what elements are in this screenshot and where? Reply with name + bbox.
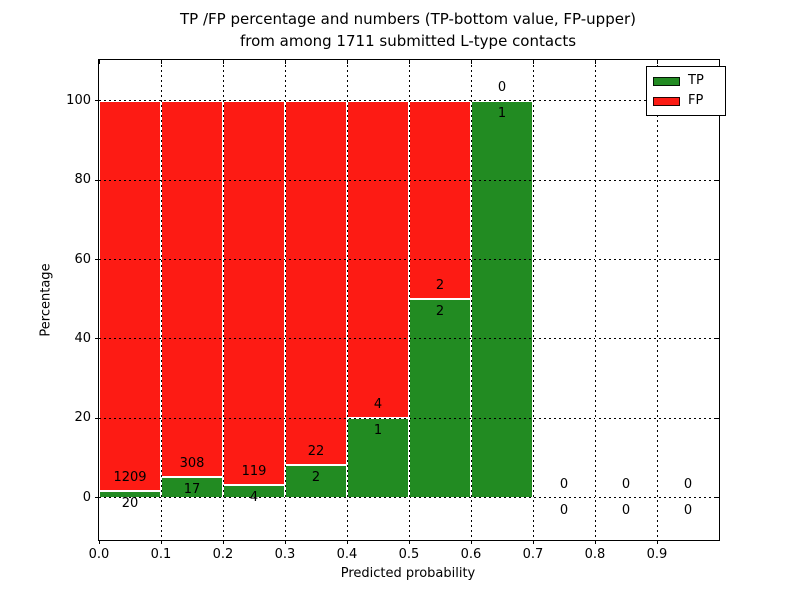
tp-bar (471, 100, 533, 498)
fp-count-label: 0 (683, 476, 693, 492)
x-tick-label: 0.5 (398, 547, 420, 562)
tp-count-label: 1 (497, 105, 507, 121)
fp-legend-label: FP (688, 93, 704, 108)
y-tick-mark (715, 417, 719, 419)
tp-count-label: 4 (249, 489, 259, 505)
x-tick-label: 0.4 (336, 547, 358, 562)
fp-bar (409, 100, 471, 300)
tp-count-label: 20 (121, 496, 139, 512)
fp-bar (161, 100, 223, 477)
x-tick-mark (656, 60, 658, 64)
y-tick-mark (95, 259, 99, 261)
y-axis-label: Percentage (38, 263, 54, 337)
x-tick-label: 0.9 (646, 547, 668, 562)
tp-count-label: 2 (311, 469, 321, 485)
v-gridline (346, 60, 348, 540)
x-tick-mark (470, 60, 472, 64)
x-tick-label: 0.7 (522, 547, 544, 562)
y-tick-mark (715, 259, 719, 261)
y-tick-mark (95, 100, 99, 102)
v-gridline (656, 60, 658, 540)
x-tick-label: 0.6 (460, 547, 482, 562)
y-tick-label: 0 (82, 489, 91, 505)
y-tick-label: 20 (74, 410, 91, 426)
x-tick-mark (594, 540, 596, 544)
tp-count-label: 0 (683, 502, 693, 518)
v-gridline (408, 60, 410, 540)
x-tick-mark (284, 60, 286, 64)
tp-legend-swatch (653, 76, 680, 86)
x-tick-mark (408, 60, 410, 64)
y-tick-mark (715, 497, 719, 499)
fp-count-label: 22 (307, 443, 325, 459)
fp-legend-swatch (653, 96, 680, 106)
x-tick-mark (346, 60, 348, 64)
chart-title: TP /FP percentage and numbers (TP-bottom… (98, 8, 718, 52)
x-tick-mark (160, 540, 162, 544)
y-tick-mark (715, 179, 719, 181)
x-tick-label: 0.1 (150, 547, 172, 562)
x-tick-mark (284, 540, 286, 544)
x-tick-mark (222, 60, 224, 64)
y-tick-label: 40 (74, 330, 91, 346)
fp-count-label: 2 (435, 278, 445, 294)
x-tick-mark (594, 60, 596, 64)
y-tick-label: 80 (74, 172, 91, 188)
chart-title-line2: from among 1711 submitted L-type contact… (239, 32, 577, 50)
fp-bar (223, 100, 285, 485)
tp-count-label: 17 (183, 481, 201, 497)
x-tick-mark (656, 540, 658, 544)
fp-count-label: 1209 (113, 470, 147, 486)
x-tick-label: 0.0 (88, 547, 110, 562)
v-gridline (594, 60, 596, 540)
fp-count-label: 0 (559, 476, 569, 492)
x-tick-label: 0.8 (584, 547, 606, 562)
y-tick-label: 100 (66, 92, 91, 108)
y-tick-mark (95, 497, 99, 499)
tp-bar (347, 418, 409, 498)
x-tick-mark (98, 540, 100, 544)
x-tick-mark (532, 540, 534, 544)
x-tick-label: 0.2 (212, 547, 234, 562)
x-tick-label: 0.3 (274, 547, 296, 562)
x-tick-mark (160, 60, 162, 64)
tp-count-label: 0 (621, 502, 631, 518)
y-tick-mark (95, 179, 99, 181)
v-gridline (284, 60, 286, 540)
legend-row-fp: FP (653, 91, 719, 111)
x-tick-mark (222, 540, 224, 544)
tp-count-label: 0 (559, 502, 569, 518)
tp-count-label: 1 (373, 423, 383, 439)
fp-count-label: 119 (241, 463, 267, 479)
tp-bar (409, 299, 471, 498)
v-gridline (222, 60, 224, 540)
x-tick-mark (98, 60, 100, 64)
plot-area: TP FP 0 20 40 60 80 100 0.0 0.1 0.2 0.3 0.4 0.5 0.6 0… (66, 59, 726, 562)
legend: TP FP (646, 66, 726, 116)
v-gridline (470, 60, 472, 540)
x-tick-mark (532, 60, 534, 64)
fp-count-label: 0 (621, 476, 631, 492)
y-tick-mark (95, 417, 99, 419)
v-gridline (160, 60, 162, 540)
y-tick-mark (715, 338, 719, 340)
x-axis-label: Predicted probability (340, 566, 476, 581)
y-tick-mark (95, 338, 99, 340)
tp-count-label: 2 (435, 304, 445, 320)
chart-title-line1: TP /FP percentage and numbers (TP-bottom… (180, 10, 636, 28)
fp-bar (285, 100, 347, 465)
y-tick-label: 60 (74, 251, 91, 267)
tp-legend-label: TP (688, 73, 704, 88)
fp-bar (99, 100, 161, 492)
fp-count-label: 0 (497, 79, 507, 95)
legend-row-tp: TP (653, 71, 719, 91)
x-tick-mark (346, 540, 348, 544)
x-tick-mark (408, 540, 410, 544)
fp-count-label: 4 (373, 397, 383, 413)
v-gridline (532, 60, 534, 540)
fp-count-label: 308 (179, 455, 205, 471)
x-tick-mark (470, 540, 472, 544)
